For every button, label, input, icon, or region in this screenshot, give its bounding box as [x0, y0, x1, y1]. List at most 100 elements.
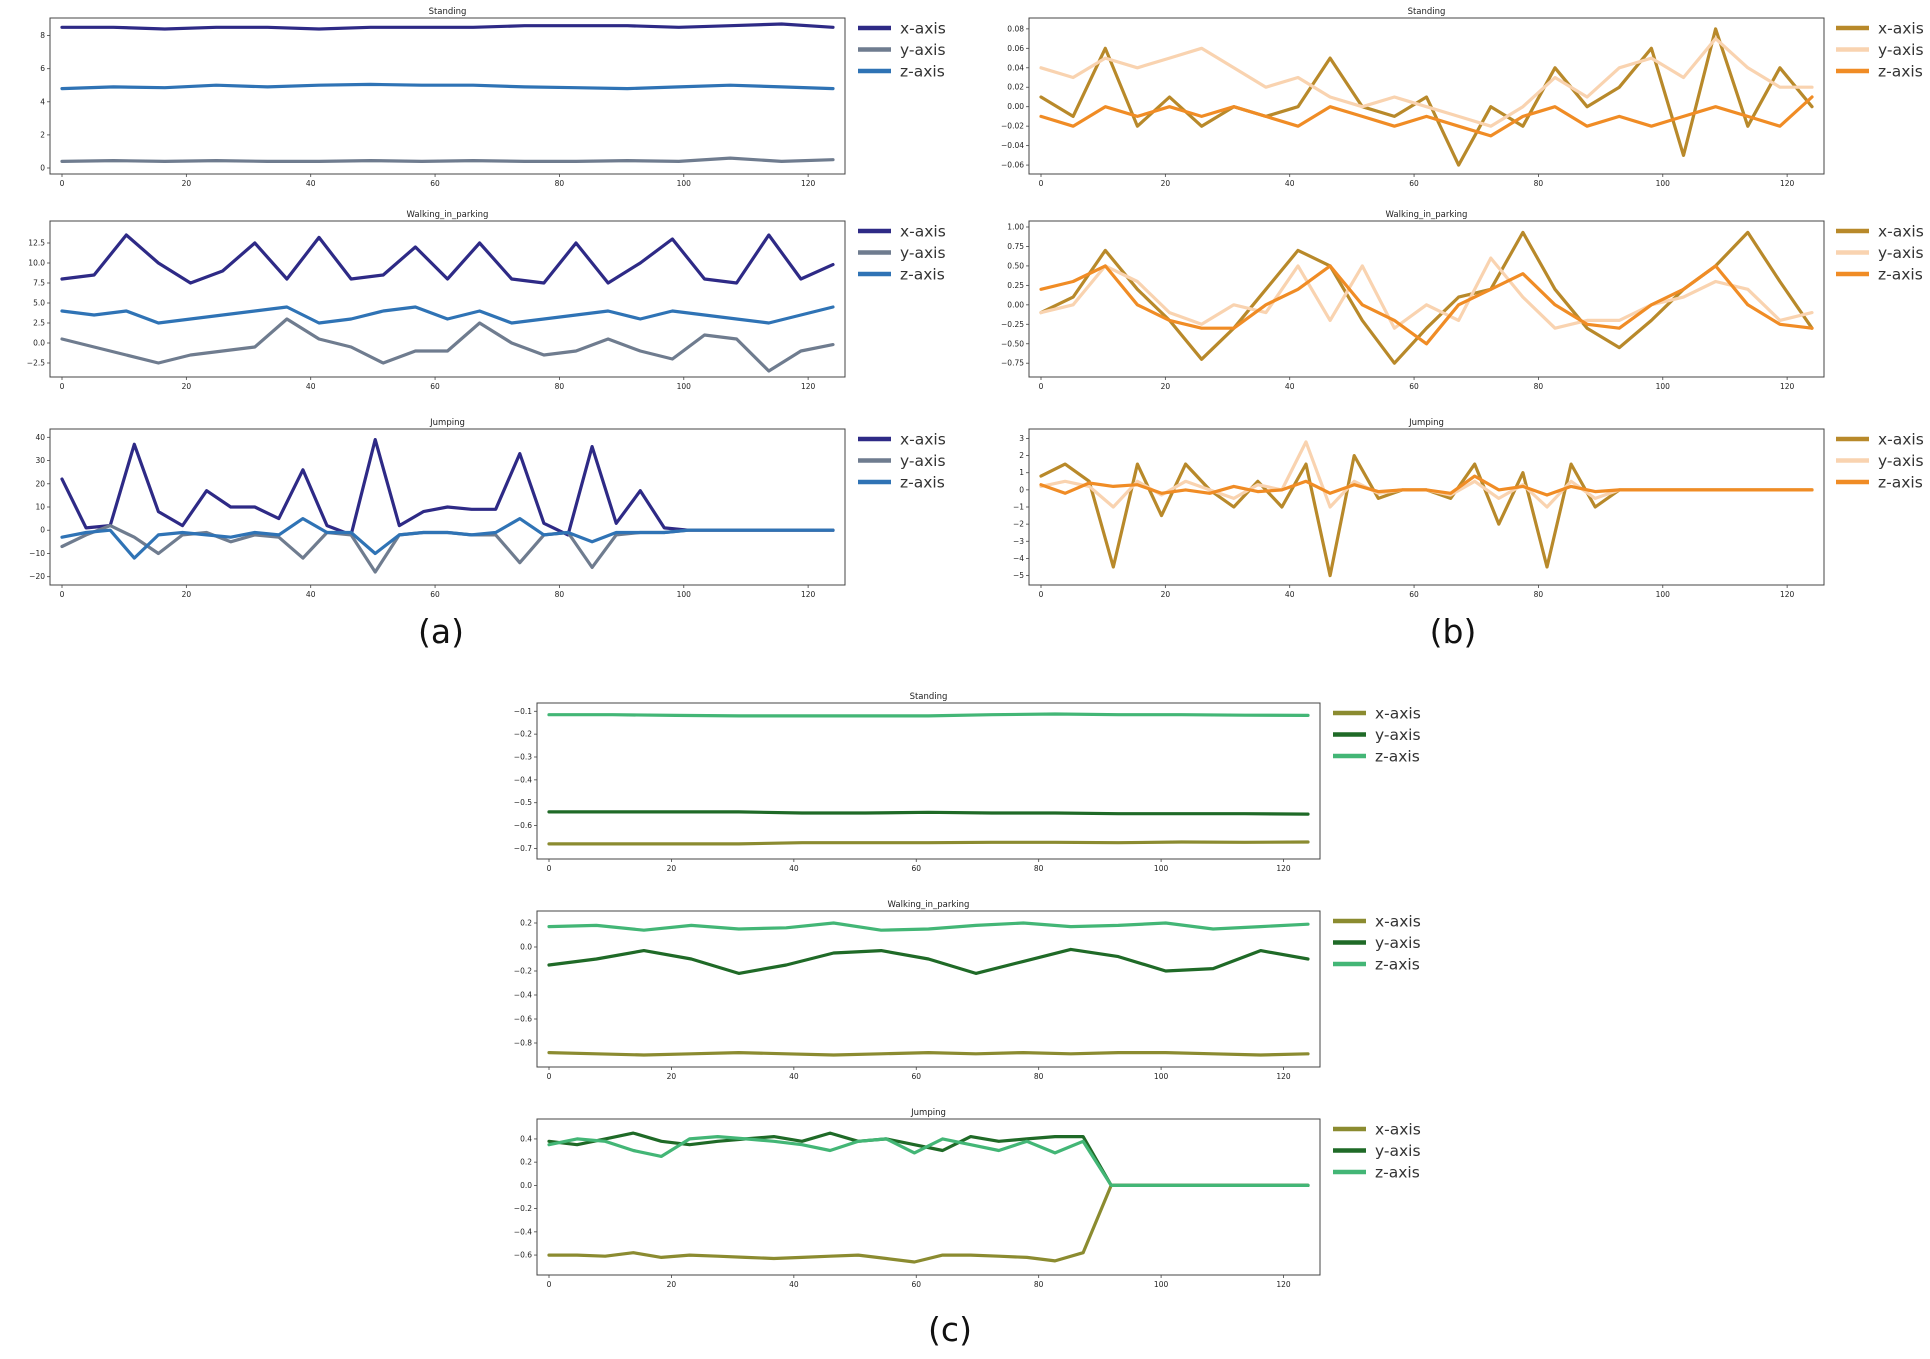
y-tick-label: 0 — [1019, 485, 1024, 494]
x-tick-label: 80 — [1534, 382, 1544, 391]
y-tick-label: −0.6 — [514, 1015, 532, 1024]
series-line-z — [1039, 474, 1814, 497]
y-tick-label: 0.0 — [520, 943, 532, 952]
x-tick-label: 20 — [667, 1280, 677, 1289]
plot-title: Jumping — [429, 418, 465, 428]
x-tick-label: 0 — [60, 590, 65, 599]
legend: x-axis y-axis z-axis — [1333, 705, 1421, 766]
y-tick-label: 0.02 — [1007, 83, 1024, 92]
x-tick-label: 40 — [306, 590, 316, 599]
y-tick-label: 2 — [1019, 451, 1024, 460]
legend-label: y-axis — [900, 244, 946, 262]
plot-title: Jumping — [1408, 418, 1444, 428]
x-tick-label: 60 — [430, 179, 440, 188]
series-line-x — [1039, 454, 1814, 578]
y-tick-label: 1.00 — [1007, 223, 1024, 232]
series-line-y — [547, 947, 1310, 976]
x-tick-label: 40 — [1285, 590, 1295, 599]
y-tick-label: 0.4 — [520, 1134, 532, 1143]
legend-label: x-axis — [900, 431, 946, 449]
x-tick-label: 0 — [1039, 590, 1044, 599]
y-tick-label: 4 — [40, 97, 45, 106]
x-tick-label: 60 — [1409, 382, 1419, 391]
x-tick-label: 100 — [1656, 382, 1671, 391]
y-tick-label: −2 — [1013, 520, 1024, 529]
x-tick-label: 0 — [60, 382, 65, 391]
series-line-x — [60, 22, 835, 31]
chart-c-0: Standing 0 20 40 60 80 100 120 −0.7 −0.6 −0.5 −0.4 −… — [514, 692, 1421, 873]
series-line-x — [547, 840, 1310, 846]
series-line-z — [547, 921, 1310, 932]
series-line-y — [1039, 256, 1814, 330]
legend-label: z-axis — [900, 266, 945, 284]
chart-a-0: Standing 0 20 40 60 80 100 120 0 2 4 6 8 x-axis y-axis… — [40, 7, 946, 188]
y-tick-label: −0.4 — [514, 991, 532, 1000]
x-tick-label: 20 — [667, 1072, 677, 1081]
y-tick-label: 12.5 — [28, 239, 45, 248]
legend: x-axis y-axis z-axis — [1836, 431, 1924, 492]
panel-label-a: (a) — [418, 612, 464, 651]
y-tick-label: 40 — [35, 433, 45, 442]
y-tick-label: −2.5 — [27, 359, 45, 368]
legend-label: y-axis — [1878, 41, 1924, 59]
x-tick-label: 80 — [1534, 590, 1544, 599]
legend-label: x-axis — [1878, 431, 1924, 449]
x-tick-label: 20 — [1161, 179, 1171, 188]
y-tick-label: 1 — [1019, 468, 1024, 477]
plot-title: Standing — [1408, 7, 1446, 17]
x-tick-label: 0 — [547, 1280, 552, 1289]
legend-label: z-axis — [900, 63, 945, 81]
legend: x-axis y-axis z-axis — [1333, 1121, 1421, 1182]
legend-label: x-axis — [1375, 1121, 1421, 1139]
y-tick-label: 0.08 — [1007, 24, 1024, 33]
y-tick-label: 2 — [40, 130, 45, 139]
series-line-z — [547, 1134, 1310, 1188]
legend-label: x-axis — [900, 20, 946, 38]
legend-label: y-axis — [1375, 726, 1421, 744]
legend-label: z-axis — [1878, 266, 1923, 284]
y-tick-label: −3 — [1013, 537, 1024, 546]
chart-a-1: Walking_in_parking 0 20 40 60 80 100 120 −2.5 0.0… — [27, 210, 946, 391]
x-tick-label: 80 — [555, 179, 565, 188]
plot-frame — [536, 702, 1321, 860]
legend-label: y-axis — [1878, 452, 1924, 470]
legend-label: x-axis — [1878, 223, 1924, 241]
x-tick-label: 100 — [1154, 864, 1169, 873]
x-tick-label: 40 — [789, 1072, 799, 1081]
x-tick-label: 40 — [306, 179, 316, 188]
y-tick-label: 20 — [35, 479, 45, 488]
y-tick-label: 2.5 — [33, 319, 45, 328]
x-tick-label: 40 — [789, 1280, 799, 1289]
y-tick-label: −0.06 — [1001, 161, 1024, 170]
panel-label-b: (b) — [1430, 612, 1477, 651]
x-tick-label: 60 — [911, 1072, 921, 1081]
y-tick-label: 0.04 — [1007, 63, 1024, 72]
legend-label: y-axis — [900, 452, 946, 470]
legend: x-axis y-axis z-axis — [858, 20, 946, 81]
y-tick-label: −0.2 — [514, 967, 532, 976]
series-line-x — [60, 438, 835, 537]
y-tick-label: −0.50 — [1001, 339, 1024, 348]
plot-title: Walking_in_parking — [1386, 210, 1468, 220]
y-tick-label: 30 — [35, 456, 45, 465]
chart-b-1: Walking_in_parking 0 20 40 60 80 100 120 −0.75 −0… — [1001, 210, 1924, 391]
x-tick-label: 0 — [1039, 179, 1044, 188]
series-line-y — [547, 1131, 1310, 1188]
plot-title: Jumping — [910, 1108, 946, 1118]
x-tick-label: 60 — [1409, 179, 1419, 188]
y-tick-label: −0.2 — [514, 730, 532, 739]
y-tick-label: 0.06 — [1007, 44, 1024, 53]
plot-frame — [536, 910, 1321, 1068]
y-tick-label: −0.25 — [1001, 320, 1024, 329]
y-tick-label: 0.25 — [1007, 281, 1024, 290]
series-line-z — [60, 82, 835, 91]
x-tick-label: 80 — [555, 382, 565, 391]
series-line-y — [1039, 440, 1814, 509]
y-tick-label: −0.6 — [514, 821, 532, 830]
x-tick-label: 120 — [1780, 382, 1795, 391]
y-tick-label: −0.1 — [514, 707, 532, 716]
plot-frame — [49, 17, 846, 175]
x-tick-label: 20 — [182, 590, 192, 599]
series-line-y — [547, 810, 1310, 816]
